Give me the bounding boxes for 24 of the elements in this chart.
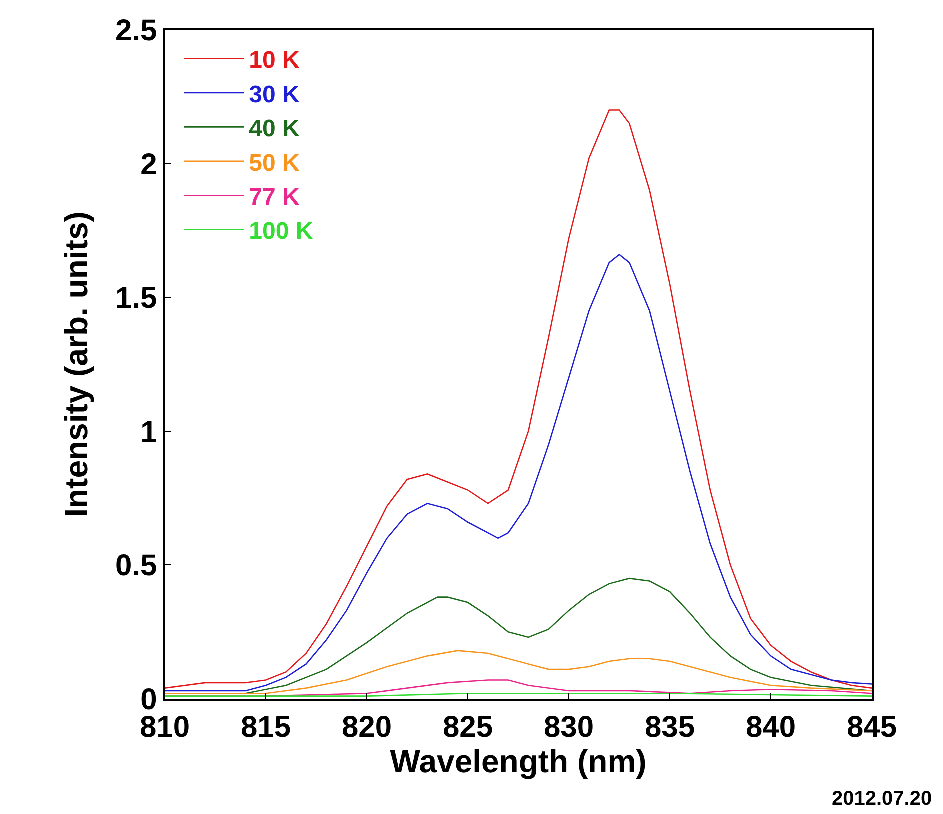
- y-tick-label: 1.5: [116, 282, 158, 316]
- x-tick-label: 815: [240, 710, 292, 744]
- x-tick-label: 820: [342, 710, 392, 744]
- x-tick-label: 830: [544, 710, 594, 744]
- y-tick-label: 1: [140, 416, 158, 449]
- x-tick-label: 840: [746, 710, 796, 744]
- x-axis-title: Wavelength (nm): [390, 744, 647, 780]
- legend-label: 10 K: [249, 47, 301, 74]
- y-axis-title: Intensity (arb. units): [58, 212, 94, 518]
- legend-label: 40 K: [249, 116, 301, 143]
- line-series: [165, 110, 872, 689]
- legend-label: 30 K: [249, 81, 301, 108]
- text: 2012.07.20: [832, 788, 932, 810]
- y-tick-label: 2.5: [116, 14, 158, 48]
- legend-label: 50 K: [249, 150, 301, 177]
- x-tick-label: 835: [644, 710, 696, 744]
- legend-label: 100 K: [249, 218, 314, 246]
- y-tick-label: 0.5: [116, 550, 158, 583]
- x-tick-label: 845: [846, 710, 898, 744]
- line-series: [165, 650, 872, 694]
- legend-label: 77 K: [249, 184, 301, 211]
- y-tick-label: 2: [140, 148, 158, 182]
- x-tick-label: 825: [442, 710, 494, 744]
- line-series: [165, 254, 872, 692]
